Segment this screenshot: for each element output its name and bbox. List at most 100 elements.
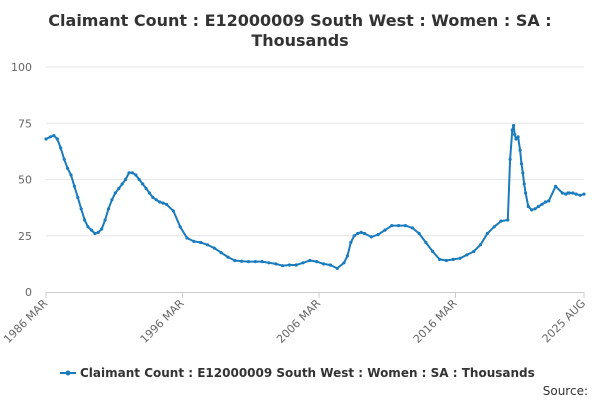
- data-point[interactable]: [417, 231, 421, 236]
- data-point[interactable]: [410, 226, 414, 230]
- data-point[interactable]: [83, 218, 87, 222]
- data-point[interactable]: [362, 231, 367, 236]
- data-point[interactable]: [120, 182, 124, 186]
- data-point[interactable]: [226, 255, 230, 259]
- data-point[interactable]: [62, 157, 66, 161]
- data-point[interactable]: [294, 263, 298, 267]
- data-point[interactable]: [301, 261, 305, 265]
- data-point[interactable]: [158, 200, 162, 204]
- data-point[interactable]: [137, 177, 141, 182]
- data-point[interactable]: [478, 243, 483, 247]
- data-point[interactable]: [345, 254, 349, 258]
- data-point[interactable]: [543, 200, 548, 204]
- data-point[interactable]: [240, 259, 244, 263]
- legend[interactable]: Claimant Count : E12000009 South West : …: [60, 366, 535, 380]
- data-point[interactable]: [161, 201, 165, 205]
- data-point[interactable]: [130, 171, 134, 175]
- data-point[interactable]: [79, 207, 83, 211]
- data-point[interactable]: [508, 157, 512, 161]
- data-point[interactable]: [253, 260, 257, 264]
- data-point[interactable]: [458, 256, 462, 260]
- data-point[interactable]: [536, 204, 541, 209]
- data-point[interactable]: [485, 231, 489, 236]
- data-point[interactable]: [444, 258, 448, 263]
- data-point[interactable]: [199, 240, 203, 245]
- data-point[interactable]: [560, 191, 565, 195]
- data-point[interactable]: [582, 192, 586, 196]
- data-point[interactable]: [205, 243, 210, 247]
- data-point[interactable]: [246, 260, 250, 264]
- data-point[interactable]: [192, 239, 196, 243]
- data-point[interactable]: [540, 202, 544, 206]
- data-point[interactable]: [127, 171, 131, 175]
- data-point[interactable]: [124, 177, 128, 182]
- data-point[interactable]: [86, 225, 90, 229]
- data-point[interactable]: [315, 260, 319, 264]
- data-point[interactable]: [164, 202, 169, 206]
- data-point[interactable]: [438, 257, 442, 261]
- data-point[interactable]: [352, 234, 356, 238]
- data-point[interactable]: [44, 137, 48, 141]
- data-point[interactable]: [499, 219, 503, 223]
- data-point[interactable]: [141, 182, 145, 186]
- data-point[interactable]: [506, 218, 510, 222]
- data-point[interactable]: [510, 128, 514, 132]
- data-point[interactable]: [185, 236, 189, 240]
- data-point[interactable]: [89, 228, 94, 232]
- data-point[interactable]: [390, 224, 394, 228]
- data-point[interactable]: [519, 162, 524, 166]
- data-point[interactable]: [321, 262, 326, 266]
- data-point[interactable]: [55, 137, 59, 141]
- data-point[interactable]: [518, 148, 522, 152]
- data-point[interactable]: [356, 231, 360, 236]
- data-point[interactable]: [431, 249, 435, 254]
- data-point[interactable]: [574, 192, 578, 196]
- data-point[interactable]: [424, 240, 428, 245]
- data-point[interactable]: [281, 264, 285, 268]
- data-point[interactable]: [526, 204, 530, 209]
- data-point[interactable]: [69, 173, 73, 177]
- data-point[interactable]: [451, 257, 455, 261]
- data-point[interactable]: [308, 258, 312, 263]
- data-point[interactable]: [397, 224, 401, 228]
- data-point[interactable]: [521, 171, 525, 175]
- data-point[interactable]: [106, 207, 111, 211]
- data-point[interactable]: [335, 266, 339, 270]
- data-point[interactable]: [144, 186, 148, 191]
- data-point[interactable]: [154, 198, 158, 202]
- data-point[interactable]: [66, 166, 70, 170]
- data-point[interactable]: [76, 195, 80, 200]
- data-point[interactable]: [492, 225, 496, 229]
- data-point[interactable]: [171, 209, 175, 213]
- data-point[interactable]: [267, 261, 271, 265]
- data-point[interactable]: [514, 137, 518, 141]
- data-point[interactable]: [151, 195, 155, 200]
- data-point[interactable]: [103, 218, 107, 222]
- data-point[interactable]: [571, 191, 575, 195]
- data-point[interactable]: [530, 208, 534, 212]
- data-point[interactable]: [113, 191, 117, 195]
- data-point[interactable]: [349, 240, 353, 245]
- data-point[interactable]: [369, 235, 373, 239]
- data-point[interactable]: [260, 260, 264, 264]
- data-point[interactable]: [110, 198, 114, 202]
- data-point[interactable]: [134, 173, 138, 177]
- data-point[interactable]: [533, 207, 537, 211]
- data-point[interactable]: [100, 227, 104, 231]
- data-point[interactable]: [513, 132, 517, 137]
- data-point[interactable]: [567, 191, 571, 195]
- data-point[interactable]: [554, 184, 558, 188]
- data-point[interactable]: [578, 193, 582, 197]
- data-point[interactable]: [233, 258, 237, 263]
- data-point[interactable]: [59, 146, 63, 150]
- data-point[interactable]: [212, 246, 216, 250]
- data-point[interactable]: [359, 230, 363, 234]
- data-point[interactable]: [48, 135, 53, 139]
- data-point[interactable]: [516, 135, 520, 139]
- data-point[interactable]: [465, 253, 469, 257]
- data-point[interactable]: [547, 199, 551, 203]
- data-point[interactable]: [524, 191, 528, 195]
- data-point[interactable]: [287, 263, 291, 267]
- data-point[interactable]: [72, 184, 76, 188]
- data-point[interactable]: [219, 251, 223, 255]
